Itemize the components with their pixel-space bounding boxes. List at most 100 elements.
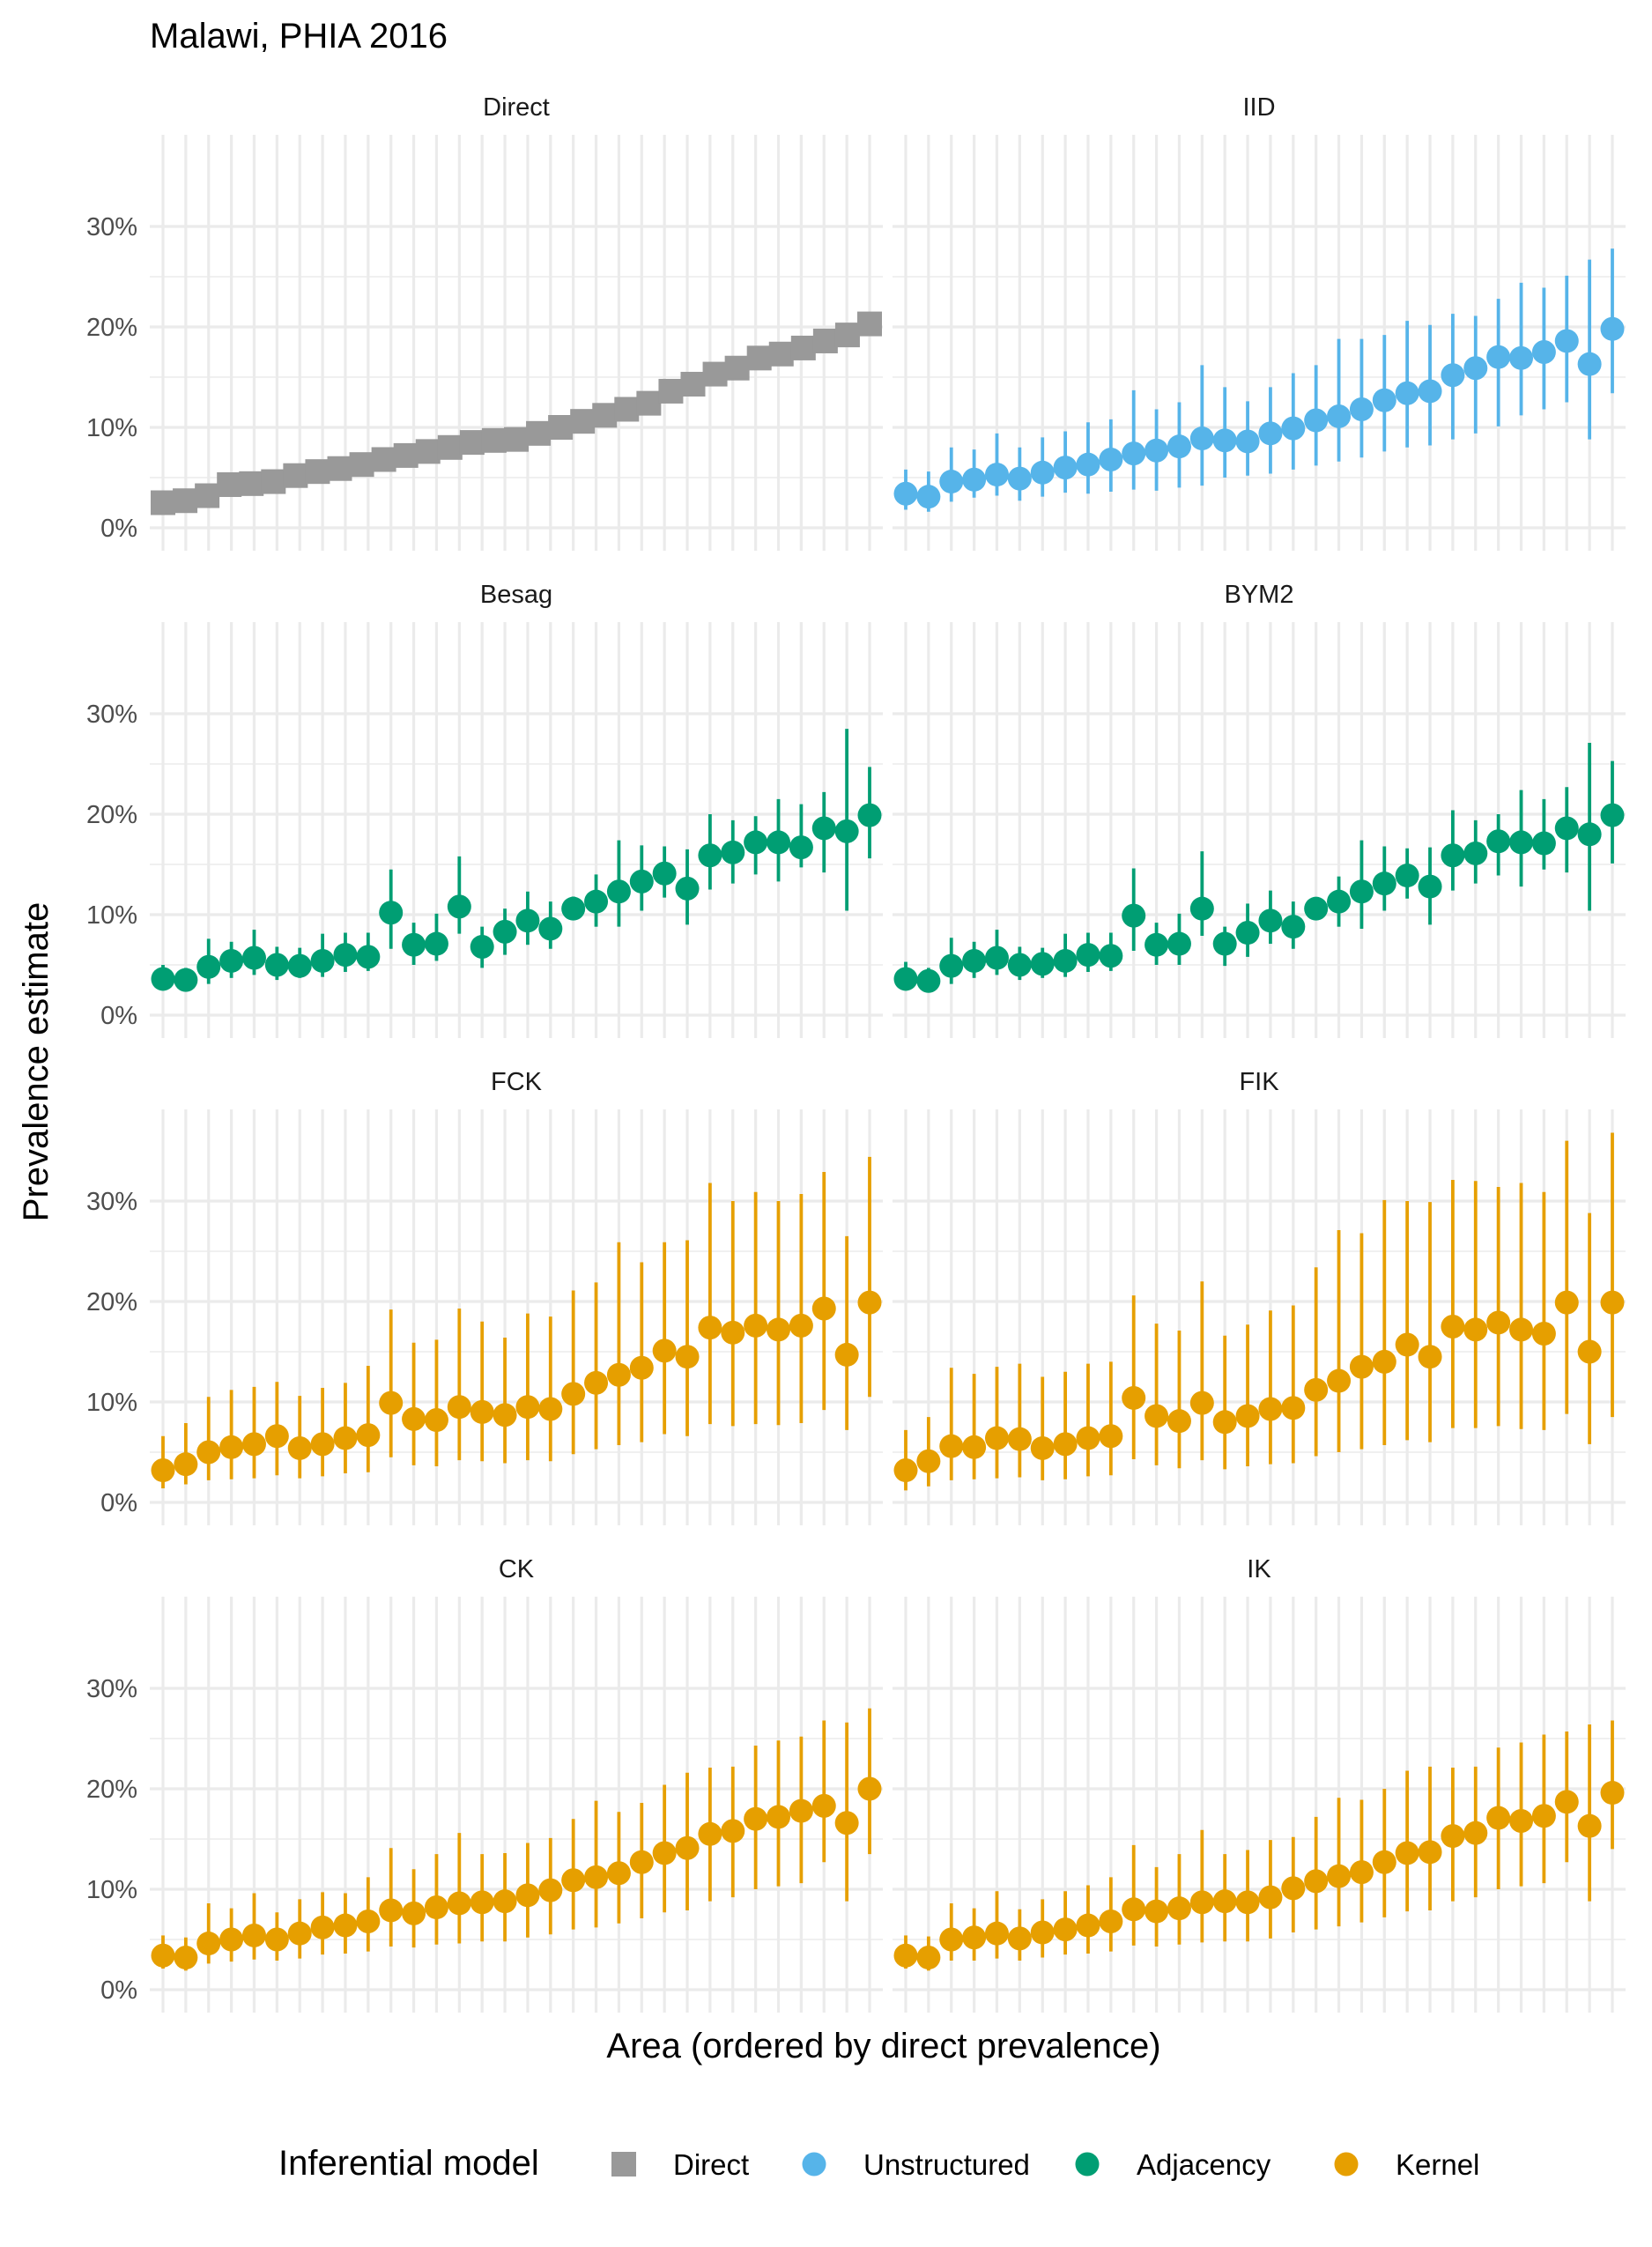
estimate-point <box>356 1909 381 1933</box>
estimate-point <box>1281 1876 1306 1901</box>
estimate-point <box>652 1339 677 1363</box>
panel-strip-label: IID <box>1242 93 1275 122</box>
estimate-point <box>916 1449 941 1473</box>
estimate-point <box>675 876 700 901</box>
estimate-point <box>447 1891 471 1916</box>
estimate-point <box>1372 1349 1396 1374</box>
estimate-point <box>219 1435 244 1459</box>
estimate-point <box>962 1435 987 1459</box>
estimate-point <box>447 894 471 919</box>
estimate-point <box>1554 329 1579 353</box>
estimate-point <box>493 919 517 944</box>
estimate-point <box>1441 363 1465 388</box>
panel-grid <box>893 135 1626 551</box>
y-tick-label: 10% <box>86 1876 137 1904</box>
panel-grid <box>893 622 1626 1038</box>
direct-point <box>504 426 529 452</box>
direct-point <box>305 459 330 485</box>
estimate-point <box>1076 1426 1100 1450</box>
direct-point <box>570 409 596 434</box>
estimate-point <box>1189 1890 1214 1915</box>
estimate-point <box>1554 1290 1579 1315</box>
estimate-point <box>1053 1432 1078 1457</box>
estimate-point <box>1509 1317 1534 1342</box>
estimate-point <box>1486 345 1511 369</box>
estimate-point <box>1030 460 1055 485</box>
x-axis-title: Area (ordered by direct prevalence) <box>606 2027 1160 2065</box>
estimate-point <box>1122 1385 1146 1410</box>
y-tick-label: 20% <box>86 1288 137 1316</box>
estimate-point <box>584 1865 609 1889</box>
estimate-point <box>151 967 175 991</box>
y-tick-label: 20% <box>86 1776 137 1804</box>
panel-strip-label: FCK <box>491 1068 543 1096</box>
panel-strip-label: Besag <box>480 581 552 609</box>
estimate-point <box>629 1355 654 1380</box>
panel-strip-label: IK <box>1247 1555 1271 1583</box>
panels-group: Direct 0% 10% 20% 30% IID Besag 0% 10% 20% 30% BYM2… <box>86 93 1626 2013</box>
panel-grid <box>893 1597 1626 2013</box>
panel-iid: IID <box>893 93 1626 551</box>
estimate-point <box>1304 1869 1329 1894</box>
estimate-point <box>1531 1804 1556 1828</box>
estimate-point <box>1212 428 1237 453</box>
estimate-point <box>789 1313 813 1338</box>
estimate-point <box>698 1316 722 1340</box>
estimate-point <box>196 1440 221 1465</box>
estimate-point <box>675 1345 700 1369</box>
direct-point <box>283 463 308 488</box>
estimate-point <box>811 816 836 841</box>
direct-point <box>680 371 706 397</box>
estimate-point <box>424 1408 448 1433</box>
panel-strip-label: CK <box>499 1555 535 1583</box>
estimate-point <box>1577 1813 1602 1838</box>
estimate-point <box>241 1432 266 1457</box>
estimate-point <box>1167 1896 1191 1921</box>
y-tick-label: 30% <box>86 1188 137 1216</box>
panel-grid <box>150 622 883 1038</box>
legend-key-circle <box>1334 2152 1359 2177</box>
estimate-point <box>721 1819 745 1843</box>
estimate-point <box>939 1927 964 1952</box>
direct-point <box>614 397 640 422</box>
estimate-point <box>811 1296 836 1321</box>
estimate-point <box>379 901 404 925</box>
estimate-point <box>893 1458 918 1483</box>
direct-point <box>327 456 352 481</box>
estimate-point <box>1441 1824 1465 1849</box>
estimate-point <box>984 946 1009 970</box>
direct-point <box>437 434 463 460</box>
estimate-point <box>1099 1909 1123 1933</box>
panel-marks <box>893 1720 1625 1971</box>
estimate-point <box>652 861 677 886</box>
direct-point <box>481 427 507 453</box>
y-tick-label: 0% <box>100 1976 137 2005</box>
estimate-point <box>356 1423 381 1448</box>
panel-fik: FIK <box>893 1068 1626 1525</box>
estimate-point <box>561 1868 586 1893</box>
legend-item-direct: Direct <box>611 2148 749 2181</box>
estimate-point <box>789 1798 813 1823</box>
estimate-point <box>310 1915 335 1939</box>
legend-title: Inferential model <box>278 2144 539 2183</box>
estimate-point <box>857 803 882 827</box>
panel-direct: Direct 0% 10% 20% 30% <box>86 93 883 551</box>
estimate-point <box>219 948 244 973</box>
estimate-point <box>1327 1368 1352 1393</box>
estimate-point <box>241 1923 266 1947</box>
estimate-point <box>1304 408 1329 433</box>
estimate-point <box>310 948 335 973</box>
direct-point <box>151 490 175 515</box>
direct-point <box>349 452 374 478</box>
direct-point <box>658 378 684 404</box>
estimate-point <box>1167 931 1191 956</box>
estimate-point <box>402 1901 426 1925</box>
estimate-point <box>939 1434 964 1458</box>
y-tick-label: 0% <box>100 1002 137 1030</box>
estimate-point <box>721 840 745 864</box>
estimate-point <box>916 485 941 509</box>
estimate-point <box>1372 871 1396 896</box>
legend-item-kernel: Kernel <box>1334 2148 1479 2181</box>
y-tick-label: 20% <box>86 801 137 829</box>
estimate-point <box>1099 447 1123 471</box>
